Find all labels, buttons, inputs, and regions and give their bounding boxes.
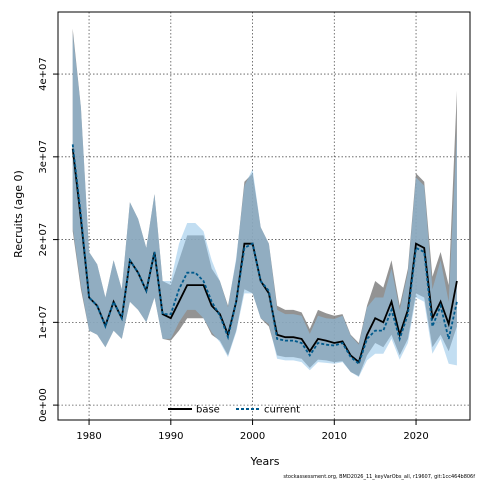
x-tick-label: 2010 xyxy=(322,431,347,442)
y-tick-label: 2e+07 xyxy=(38,223,49,257)
y-tick-label: 4e+07 xyxy=(38,57,49,91)
y-axis-title: Recruits (age 0) xyxy=(12,170,25,258)
plot-frame xyxy=(57,11,471,421)
line-current xyxy=(71,144,458,366)
band-current xyxy=(72,32,457,377)
x-tick-label: 2000 xyxy=(240,431,265,442)
x-tick-label: 1990 xyxy=(158,431,183,442)
series-lines xyxy=(71,144,458,366)
legend: base current xyxy=(168,405,300,416)
grid-lines xyxy=(58,12,470,420)
footer-credit: stockassessment.org, BMD2026_11_keyVarOb… xyxy=(283,474,475,480)
legend-label-current: current xyxy=(264,405,300,416)
confidence-bands xyxy=(72,28,457,377)
x-axis-title: Years xyxy=(249,455,279,468)
y-tick-label: 3e+07 xyxy=(38,140,49,174)
x-tick-label: 2020 xyxy=(403,431,428,442)
axis-ticks: 1980 1990 2000 2010 2020 0e+00 1e+07 2e+07 3e+07… xyxy=(38,57,429,442)
x-tick-label: 1980 xyxy=(76,431,101,442)
y-tick-label: 0e+00 xyxy=(38,388,49,422)
y-tick-label: 1e+07 xyxy=(38,306,49,340)
legend-label-base: base xyxy=(196,405,220,416)
